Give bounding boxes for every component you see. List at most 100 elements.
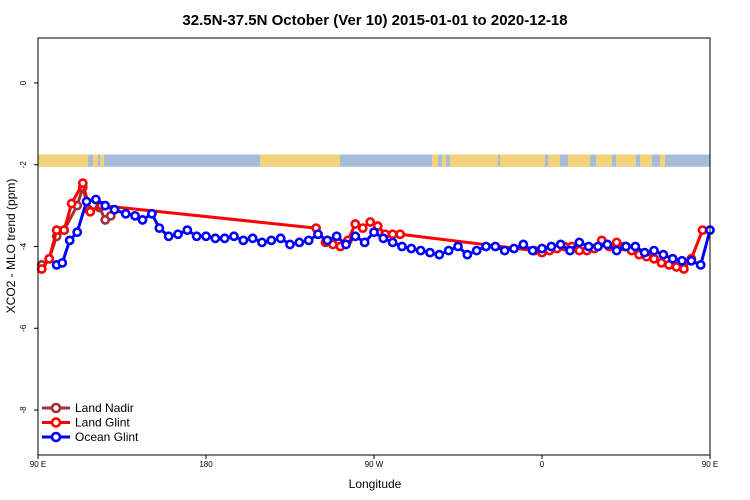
y-tick-label: -4: [19, 242, 28, 250]
data-point-ocean-glint: [406, 243, 417, 254]
data-point-ocean-glint: [611, 245, 622, 256]
data-point-ocean-glint: [490, 241, 501, 252]
data-point-ocean-glint: [313, 229, 323, 240]
land-japan-east: [660, 154, 665, 167]
land-asia-b: [596, 154, 612, 167]
data-point-land-glint: [656, 257, 667, 268]
data-point-ocean-glint: [238, 235, 249, 246]
data-point-ocean-glint: [275, 233, 286, 244]
legend-marker-land-glint: [50, 417, 62, 428]
data-point-ocean-glint: [509, 243, 519, 254]
data-point-ocean-glint: [182, 225, 193, 236]
data-point-ocean-glint: [191, 231, 202, 242]
data-point-land-glint: [365, 217, 376, 227]
land-north-africa: [450, 154, 498, 167]
data-point-ocean-glint: [527, 245, 538, 256]
y-tick-label: 0: [19, 80, 28, 85]
data-point-ocean-glint: [201, 231, 211, 242]
data-point-ocean-glint: [173, 229, 183, 240]
x-tick-label: 0: [540, 460, 545, 469]
y-tick-label: -6: [19, 324, 28, 332]
data-point-ocean-glint: [565, 245, 575, 256]
land-asia-d: [640, 154, 652, 167]
data-point-land-glint: [678, 264, 689, 274]
data-point-ocean-glint: [109, 204, 120, 215]
x-tick-label: 90 E: [30, 460, 46, 469]
data-point-ocean-glint: [387, 237, 398, 248]
data-point-land-glint: [77, 178, 88, 189]
data-point-ocean-glint: [667, 253, 678, 264]
data-point-ocean-glint: [130, 210, 140, 221]
data-point-ocean-glint: [266, 235, 277, 246]
land-asia-west: [38, 154, 88, 167]
land-middle-east: [500, 154, 545, 167]
legend-label-ocean-glint: Ocean Glint: [75, 430, 139, 444]
data-point-ocean-glint: [415, 245, 426, 256]
data-point-ocean-glint: [350, 231, 361, 242]
data-point-ocean-glint: [137, 215, 148, 225]
land-iberia: [432, 154, 438, 167]
data-point-ocean-glint: [471, 245, 482, 256]
land-japan: [100, 154, 104, 167]
legend-label-land-nadir: Land Nadir: [75, 401, 134, 415]
data-point-land-glint: [85, 206, 96, 217]
data-point-ocean-glint: [546, 241, 557, 252]
data-point-land-glint: [51, 225, 62, 236]
legend-label-land-glint: Land Glint: [75, 416, 130, 430]
series-ocean-glint: [51, 194, 715, 270]
data-point-ocean-glint: [303, 235, 314, 246]
data-point-ocean-glint: [518, 239, 529, 250]
data-point-ocean-glint: [695, 259, 706, 270]
y-axis-label: XCO2 - MLO trend (ppm): [4, 179, 18, 314]
data-point-ocean-glint: [658, 249, 669, 260]
legend-marker-ocean-glint: [50, 431, 62, 443]
y-axis: 0 -2 -4 -6 -8: [19, 80, 38, 414]
legend-marker-land-nadir: [50, 402, 62, 414]
data-point-ocean-glint: [257, 237, 267, 248]
map-strip: [38, 154, 710, 167]
series-land-glint: [36, 178, 708, 274]
land-iran: [548, 154, 560, 167]
land-north-america: [260, 154, 340, 167]
data-point-ocean-glint: [555, 239, 566, 250]
data-point-ocean-glint: [537, 243, 547, 254]
data-point-ocean-glint: [574, 237, 585, 248]
data-point-ocean-glint: [481, 241, 491, 252]
data-point-land-glint: [59, 225, 70, 236]
data-point-ocean-glint: [219, 233, 230, 244]
land-asia-c: [616, 154, 636, 167]
data-point-ocean-glint: [462, 249, 473, 260]
data-point-ocean-glint: [359, 237, 370, 248]
plot-lines: [36, 178, 715, 274]
data-point-ocean-glint: [686, 255, 697, 266]
data-point-ocean-glint: [294, 237, 305, 248]
data-point-ocean-glint: [331, 231, 342, 242]
data-point-land-glint: [574, 245, 585, 256]
data-point-ocean-glint: [285, 239, 295, 250]
data-point-ocean-glint: [583, 241, 594, 252]
data-point-ocean-glint: [378, 233, 389, 244]
data-point-ocean-glint: [90, 194, 101, 205]
data-point-ocean-glint: [677, 255, 687, 266]
data-point-ocean-glint: [81, 196, 92, 207]
data-point-land-glint: [350, 219, 361, 229]
data-point-land-glint: [357, 223, 368, 234]
data-point-ocean-glint: [621, 241, 631, 252]
data-point-ocean-glint: [163, 231, 174, 242]
y-tick-label: -2: [19, 161, 28, 169]
data-point-land-glint: [395, 229, 406, 240]
data-point-land-glint: [36, 264, 47, 274]
data-point-ocean-glint: [154, 223, 165, 234]
data-point-ocean-glint: [443, 245, 454, 256]
data-point-ocean-glint: [630, 241, 641, 252]
x-axis: 90 E 180 90 W 0 90 E: [30, 455, 718, 469]
data-point-land-glint: [44, 253, 55, 264]
x-tick-label: 90 E: [702, 460, 718, 469]
data-point-ocean-glint: [639, 247, 650, 258]
data-point-ocean-glint: [229, 231, 239, 242]
data-point-ocean-glint: [649, 245, 659, 256]
y-tick-label: -8: [19, 406, 28, 414]
data-point-ocean-glint: [602, 239, 613, 250]
data-point-ocean-glint: [247, 233, 258, 244]
